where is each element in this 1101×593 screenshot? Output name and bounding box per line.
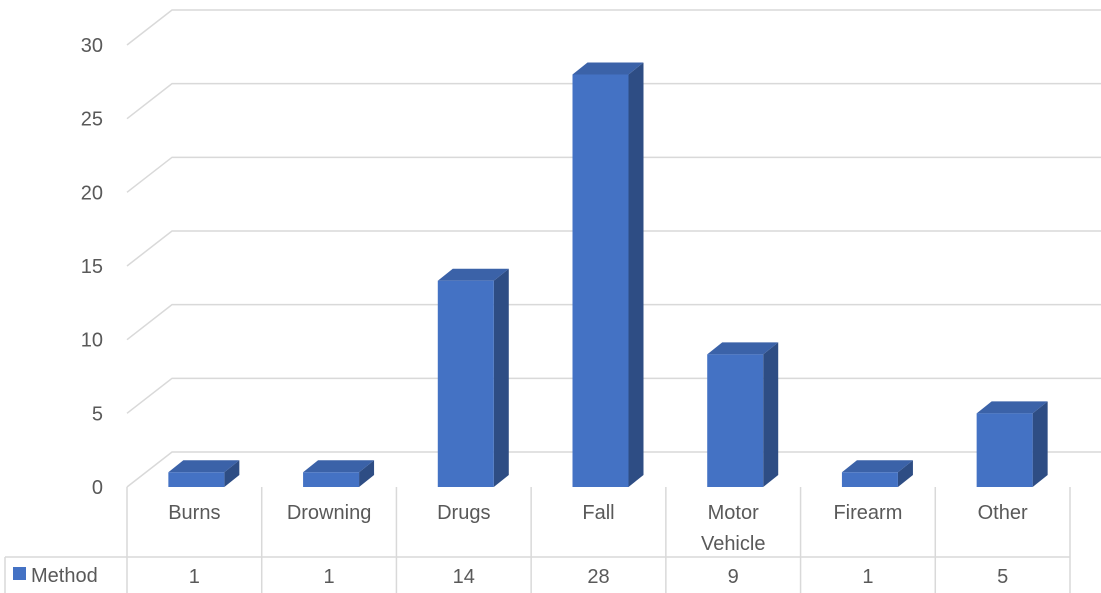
bar-front [976, 413, 1033, 487]
gridline [126, 82, 1101, 120]
bars [168, 62, 1048, 487]
bar [168, 460, 240, 487]
bar [841, 460, 913, 487]
category-label: Firearm [833, 502, 902, 524]
gridline [126, 303, 1101, 341]
bar-front [303, 472, 360, 487]
data-table-values: 1 1 14 28 9 1 5 [189, 566, 1008, 588]
category-label: Drowning [287, 502, 371, 524]
bar-front [572, 74, 629, 487]
data-table-value: 1 [324, 566, 335, 588]
bar [303, 460, 375, 487]
data-table-value: 1 [189, 566, 200, 588]
gridline [126, 9, 1101, 46]
gridline [126, 156, 1101, 193]
category-label: Other [978, 502, 1028, 524]
gridlines [126, 9, 1101, 488]
legend-label: Method [31, 565, 98, 587]
data-table-value: 1 [862, 566, 873, 588]
bar [572, 62, 644, 487]
bar [976, 401, 1048, 487]
bar-side [763, 342, 779, 487]
bar-side [1032, 401, 1048, 487]
legend-swatch [13, 567, 26, 580]
category-labels: Burns Drowning Drugs Fall Motor Vehicle Firear… [168, 502, 1028, 555]
y-tick-label: 20 [81, 182, 103, 204]
gridline [126, 230, 1101, 267]
bar-front [841, 472, 898, 487]
bar-top [303, 460, 375, 473]
y-tick-label: 0 [92, 477, 103, 499]
y-tick-label: 5 [92, 403, 103, 425]
y-tick-label: 30 [81, 35, 103, 57]
category-label: Motor [708, 502, 759, 524]
bar-top [437, 268, 509, 281]
bar-side [897, 460, 913, 487]
y-axis-ticks: 0 5 10 15 20 25 30 [81, 35, 103, 499]
data-table-value: 5 [997, 566, 1008, 588]
bar-top [707, 342, 779, 355]
category-label: Drugs [437, 502, 490, 524]
bar [707, 342, 779, 487]
bar-side [493, 268, 509, 487]
data-table-value: 28 [587, 566, 609, 588]
category-label: Vehicle [701, 533, 766, 555]
y-tick-label: 15 [81, 256, 103, 278]
data-table: Method [4, 487, 1071, 593]
bar-side [224, 460, 240, 487]
data-table-value: 9 [728, 566, 739, 588]
bar-front [707, 354, 764, 487]
y-tick-label: 25 [81, 109, 103, 131]
category-label: Fall [582, 502, 614, 524]
gridline [126, 377, 1101, 414]
bar-top [976, 401, 1048, 414]
bar-side [628, 62, 644, 487]
bar-front [437, 280, 494, 487]
bar-top [572, 62, 644, 75]
data-table-value: 14 [453, 566, 475, 588]
bar-side [359, 460, 375, 487]
bar-top [168, 460, 240, 473]
bar-top [841, 460, 913, 473]
y-tick-label: 10 [81, 330, 103, 352]
bar-front [168, 472, 225, 487]
gridline [126, 451, 1101, 488]
category-label: Burns [168, 502, 220, 524]
bar [437, 268, 509, 487]
